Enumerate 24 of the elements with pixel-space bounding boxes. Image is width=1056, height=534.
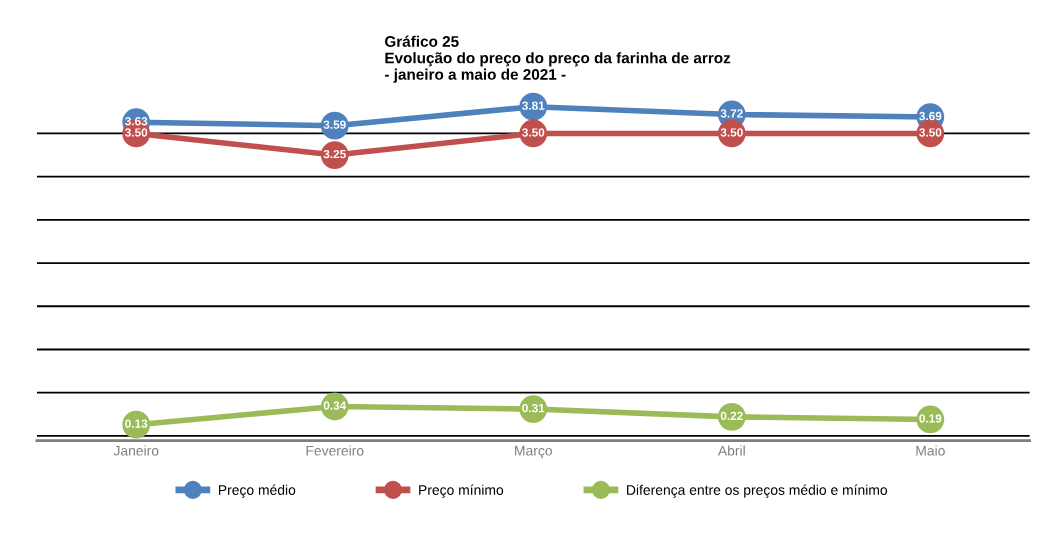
data-label: 3.63 (125, 117, 148, 126)
data-label: 3.50 (720, 128, 743, 137)
legend-label: Preço médio (218, 484, 296, 498)
data-label: 3.50 (919, 128, 942, 137)
data-label: 3.50 (522, 128, 545, 137)
data-label: 3.69 (919, 111, 942, 121)
x-tick-label: Março (515, 445, 552, 459)
data-label: 3.59 (323, 120, 346, 129)
data-label: 3.72 (720, 109, 743, 118)
data-label: 3.81 (522, 101, 545, 110)
data-label: 3.50 (125, 128, 148, 137)
legend-label: Preço mínimo (419, 484, 504, 498)
x-tick-label: Abril (717, 445, 745, 456)
data-label: 3.25 (323, 149, 346, 159)
data-label: 0.34 (323, 401, 347, 410)
x-tick-label: Maio (916, 445, 945, 456)
data-label: 0.22 (720, 411, 743, 421)
data-label: 0.13 (125, 419, 148, 428)
chart-title: Gráfico 25 Evolução do preço do preço da farinha de arroz - janeiro a maio de 2021 - (384, 35, 731, 83)
data-label: 0.31 (522, 403, 545, 413)
data-label: 0.19 (919, 414, 942, 423)
x-tick-label: Janeiro (113, 445, 159, 456)
x-tick-label: Fevereiro (306, 445, 364, 456)
legend-label: Diferença entre os preços médio e mínimo (627, 484, 888, 498)
